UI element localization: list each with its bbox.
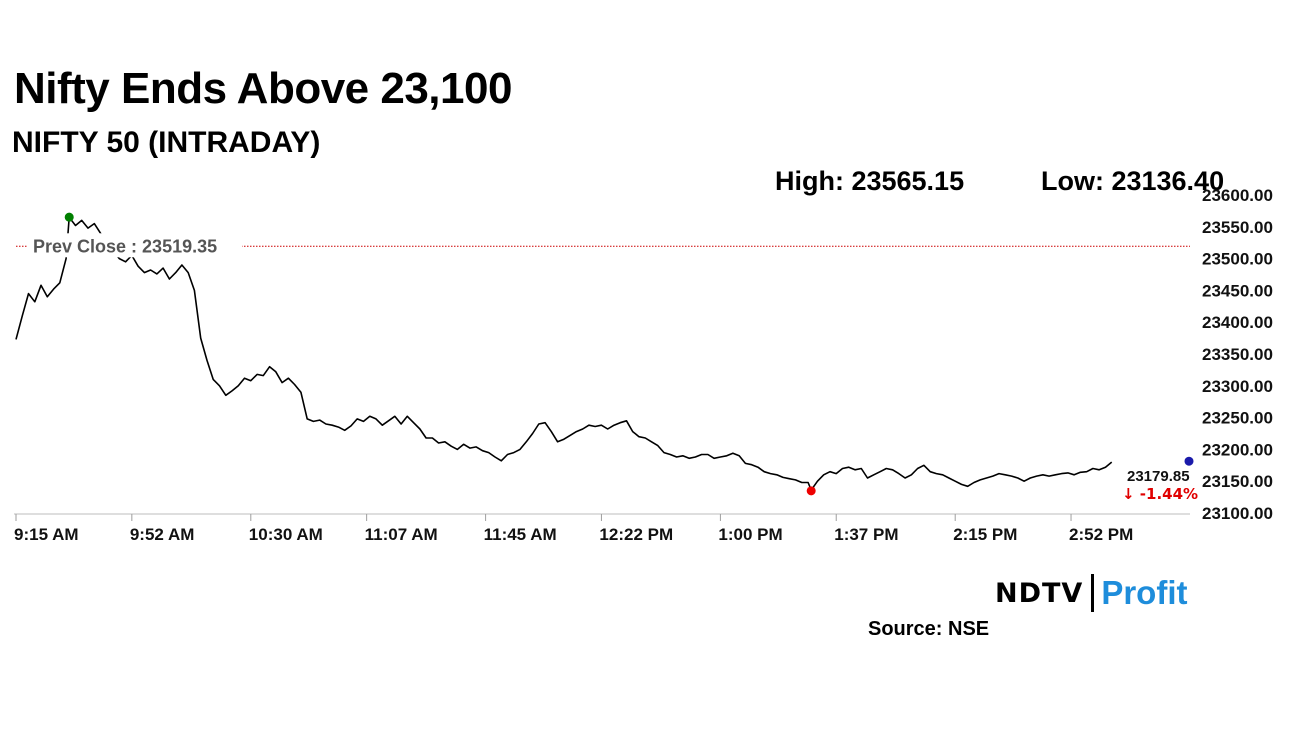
day-high-marker xyxy=(64,212,74,222)
y-tick-label: 23150.00 xyxy=(1202,472,1273,491)
y-tick-label: 23350.00 xyxy=(1202,345,1273,364)
logo-ndtv-text: NDTV xyxy=(995,577,1084,609)
x-tick-label: 1:37 PM xyxy=(834,525,898,544)
x-tick-label: 12:22 PM xyxy=(599,525,673,544)
high-value-label: High: 23565.15 xyxy=(775,166,965,196)
y-tick-label: 23500.00 xyxy=(1202,250,1273,269)
day-low-marker xyxy=(806,486,816,496)
chart-subtitle: NIFTY 50 (INTRADAY) xyxy=(12,126,321,159)
source-note: Source: NSE xyxy=(868,618,990,640)
x-tick-label: 1:00 PM xyxy=(718,525,782,544)
logo-profit-text: Profit xyxy=(1101,574,1188,611)
ndtv-profit-logo: NDTV Profit xyxy=(995,572,1188,614)
x-tick-label: 2:52 PM xyxy=(1069,525,1133,544)
y-tick-label: 23200.00 xyxy=(1202,440,1273,459)
chart-title: Nifty Ends Above 23,100 xyxy=(14,64,512,113)
last-price-marker xyxy=(1184,456,1194,466)
x-tick-label: 10:30 AM xyxy=(249,525,323,544)
y-tick-label: 23550.00 xyxy=(1202,218,1273,237)
prev-close-label-bg xyxy=(28,233,242,258)
change-percent-label: ↓ -1.44% xyxy=(1122,485,1198,503)
x-tick-label: 2:15 PM xyxy=(953,525,1017,544)
x-tick-label: 9:15 AM xyxy=(14,525,79,544)
x-tick-label: 11:45 AM xyxy=(484,525,557,544)
y-tick-label: 23100.00 xyxy=(1202,504,1273,523)
y-tick-label: 23250.00 xyxy=(1202,409,1273,428)
y-tick-label: 23450.00 xyxy=(1202,281,1273,300)
logo-divider xyxy=(1091,574,1095,612)
last-price-label: 23179.85 xyxy=(1127,468,1190,485)
x-tick-label: 11:07 AM xyxy=(365,525,438,544)
y-tick-label: 23600.00 xyxy=(1202,186,1273,205)
prev-close-label: Prev Close : 23519.35 xyxy=(33,236,217,256)
y-tick-label: 23400.00 xyxy=(1202,313,1273,332)
y-tick-label: 23300.00 xyxy=(1202,377,1273,396)
nifty-price-line xyxy=(15,216,1113,491)
low-value-label: Low: 23136.40 xyxy=(1041,166,1225,196)
x-tick-label: 9:52 AM xyxy=(130,525,195,544)
